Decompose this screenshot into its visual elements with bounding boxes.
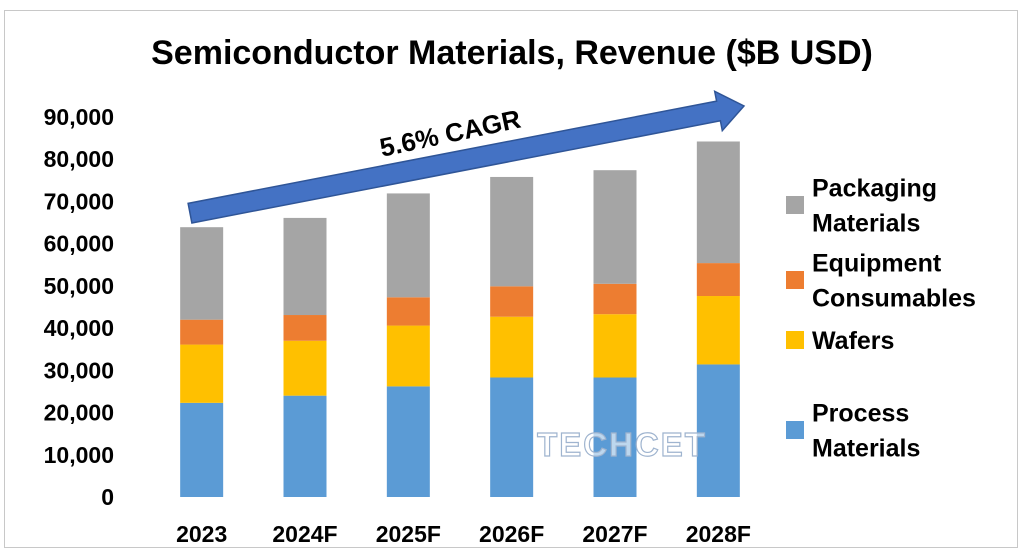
- x-axis: 2023 2024F 2025F 2026F 2027F 2028F: [176, 521, 751, 547]
- x-tick-label: 2028F: [686, 521, 751, 547]
- bar-segment: [490, 286, 534, 317]
- cagr-annotation: 5.6% CAGR: [187, 89, 746, 224]
- legend: Packaging Materials Equipment Consumables Wa…: [786, 175, 976, 463]
- bar-segment: [283, 340, 327, 396]
- bar-segment: [283, 315, 327, 341]
- bar-segment: [180, 402, 224, 497]
- y-tick-label: 50,000: [44, 273, 114, 299]
- bar-segment: [386, 325, 430, 387]
- chart-title: Semiconductor Materials, Revenue ($B USD…: [151, 34, 873, 72]
- legend-swatch: [786, 271, 804, 289]
- watermark: TECHCET: [536, 425, 707, 463]
- bar-segment: [490, 176, 534, 287]
- bar-segment: [593, 170, 637, 284]
- legend-label: Consumables: [812, 285, 976, 313]
- y-axis: 0 10,000 20,000 30,000 40,000 50,000 60,000 70,…: [44, 104, 114, 510]
- bar-segment: [180, 227, 224, 320]
- legend-swatch: [786, 331, 804, 349]
- bar-segment: [283, 395, 327, 497]
- bar-segment: [696, 263, 740, 297]
- x-tick-label: 2023: [176, 521, 227, 547]
- legend-label: Materials: [812, 435, 920, 463]
- bar-segment: [696, 364, 740, 497]
- bar-segment: [593, 283, 637, 315]
- legend-label: Packaging: [812, 175, 937, 203]
- legend-label: Process: [812, 400, 909, 428]
- y-tick-label: 90,000: [44, 104, 114, 130]
- x-tick-label: 2026F: [479, 521, 544, 547]
- bar-segment: [696, 141, 740, 264]
- bar-segment: [180, 319, 224, 345]
- y-tick-label: 0: [101, 484, 114, 510]
- bar-segment: [593, 377, 637, 497]
- x-tick-label: 2025F: [376, 521, 441, 547]
- legend-label: Wafers: [812, 327, 894, 355]
- y-tick-label: 80,000: [44, 146, 114, 172]
- legend-swatch: [786, 196, 804, 214]
- y-tick-label: 10,000: [44, 442, 114, 468]
- bar-segment: [490, 377, 534, 497]
- plot-area: [180, 141, 740, 497]
- y-tick-label: 20,000: [44, 400, 114, 426]
- x-tick-label: 2027F: [582, 521, 647, 547]
- y-tick-label: 30,000: [44, 357, 114, 383]
- bar-segment: [490, 316, 534, 378]
- y-tick-label: 60,000: [44, 231, 114, 257]
- bar-segment: [593, 314, 637, 378]
- watermark-text: TECHCET: [537, 426, 707, 463]
- x-tick-label: 2024F: [272, 521, 337, 547]
- y-tick-label: 40,000: [44, 315, 114, 341]
- bar-segment: [696, 296, 740, 365]
- cagr-arrow: [187, 89, 746, 224]
- legend-swatch: [786, 421, 804, 439]
- legend-label: Materials: [812, 210, 920, 238]
- bar-segment: [386, 386, 430, 497]
- legend-label: Equipment: [812, 250, 942, 278]
- bar-segment: [386, 297, 430, 326]
- y-tick-label: 70,000: [44, 188, 114, 214]
- bar-segment: [386, 193, 430, 298]
- bar-segment: [283, 217, 327, 316]
- bar-segment: [180, 344, 224, 403]
